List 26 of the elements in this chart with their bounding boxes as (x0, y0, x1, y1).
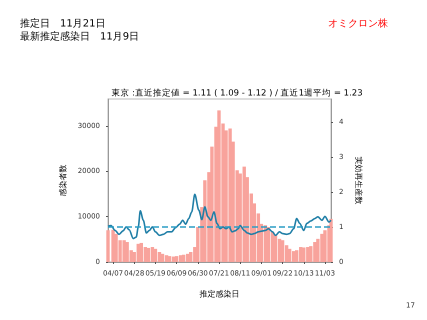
bar (122, 240, 126, 262)
bar (309, 246, 313, 262)
bar (288, 248, 292, 262)
bar (266, 227, 270, 262)
bar (302, 247, 306, 262)
bar (140, 242, 143, 262)
text: 最新推定感染日 11月9日 (20, 30, 140, 42)
bar (114, 234, 118, 262)
text: 推定日 11月21日 (20, 18, 106, 30)
y-axis-title: 感染者数 (58, 164, 68, 196)
bar (164, 255, 168, 262)
bar (125, 242, 129, 262)
bar (178, 255, 182, 262)
y2-axis-title: 実効再生産数 (354, 156, 363, 204)
bar (294, 250, 298, 262)
x-axis-title: 推定感染日 (200, 290, 240, 298)
bar (280, 240, 284, 262)
bar (146, 248, 150, 262)
bar (154, 248, 158, 262)
line-series (107, 194, 332, 240)
bar (168, 256, 172, 262)
text: オミクロン株 (328, 18, 388, 30)
chart-title: 東京 :直近推定値 = 1.11 ( 1.09 - 1.12 ) / 直近1週平均 = 1.23 (111, 88, 363, 98)
bar (174, 256, 178, 262)
bar (182, 254, 186, 262)
bar (150, 247, 154, 262)
